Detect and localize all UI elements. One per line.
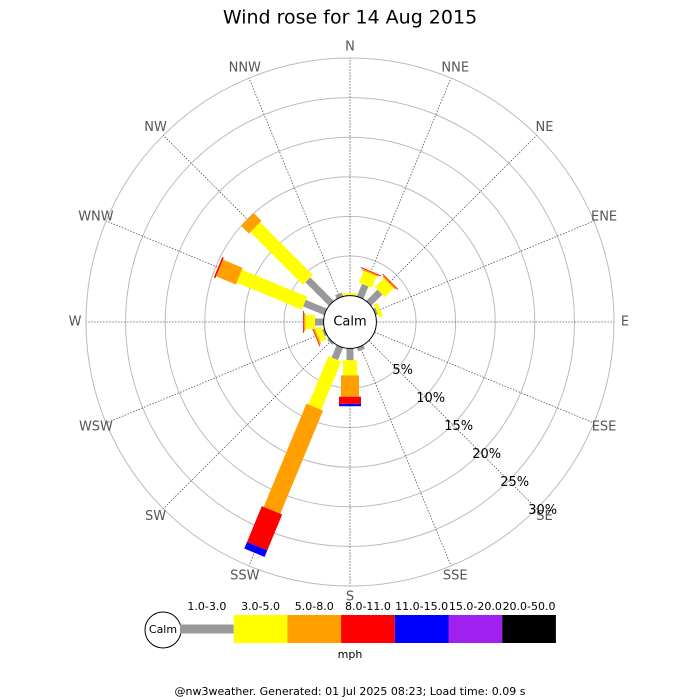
bar-segment — [361, 268, 380, 277]
r-tick-label: 5% — [392, 363, 413, 378]
bar-segment — [382, 273, 399, 290]
spoke — [359, 77, 452, 298]
bar-segment — [236, 269, 308, 310]
direction-label: N — [345, 40, 355, 55]
chart-title: Wind rose for 14 Aug 2015 — [223, 7, 477, 29]
legend-swatch — [448, 615, 503, 643]
bar-segment — [322, 328, 327, 337]
r-tick-label: 25% — [500, 475, 529, 490]
bar-segment — [366, 289, 383, 306]
r-tick-label: 20% — [472, 447, 501, 462]
bar-segment — [250, 222, 313, 285]
bar-segment — [356, 283, 369, 299]
legend-swatch — [233, 615, 288, 643]
calm-circle — [323, 295, 377, 349]
bar-segment — [213, 257, 224, 279]
spoke — [374, 220, 595, 313]
spoke — [248, 77, 341, 298]
legend-swatch — [394, 615, 449, 643]
bar-segment — [311, 325, 321, 347]
bar-segment — [339, 396, 361, 404]
direction-label: S — [346, 590, 354, 605]
legend-swatch — [287, 615, 342, 643]
bar-segment — [303, 311, 304, 333]
bar-segment — [305, 277, 334, 306]
direction-label: NNE — [441, 60, 469, 75]
direction-label: W — [69, 315, 82, 330]
legend-swatch — [502, 615, 556, 643]
ring — [164, 136, 536, 508]
legend-label: 1.0-3.0 — [187, 600, 226, 613]
bar-segment — [314, 326, 327, 342]
bar-segment — [356, 345, 365, 352]
legend-label: 11.0-15.0 — [395, 600, 448, 613]
direction-label: E — [621, 315, 629, 330]
r-tick-label: 30% — [528, 503, 557, 518]
spoke — [368, 340, 537, 509]
bar-segment — [335, 292, 344, 299]
spoke — [105, 331, 326, 424]
legend-label: 8.0-11.0 — [345, 600, 391, 613]
bar-segment — [382, 275, 397, 290]
bar-segment — [303, 313, 306, 331]
r-tick-label: 15% — [444, 419, 473, 434]
spoke — [163, 340, 332, 509]
ring — [204, 176, 496, 468]
spoke — [374, 331, 595, 424]
direction-label: WSW — [79, 420, 113, 435]
bar-segment — [343, 293, 357, 296]
direction-label: NNW — [229, 60, 261, 75]
calm-label: Calm — [333, 315, 366, 330]
bar-segment — [346, 348, 354, 361]
legend-label: 3.0-5.0 — [241, 600, 280, 613]
legend-calm-label: Calm — [149, 623, 177, 636]
bar-segment — [339, 403, 361, 407]
direction-label: ESE — [592, 420, 617, 435]
direction-label: WNW — [78, 209, 114, 224]
bar-segment — [373, 307, 378, 316]
bar-segment — [244, 541, 268, 557]
legend-label: 5.0-8.0 — [295, 600, 334, 613]
bar-segment — [216, 259, 243, 285]
legend-swatch — [180, 624, 234, 634]
bar-segment — [312, 327, 322, 345]
bar-segment — [331, 345, 344, 361]
direction-label: NE — [535, 120, 553, 135]
direction-label: SW — [145, 509, 166, 524]
legend-swatch — [341, 615, 395, 643]
bar-segment — [358, 270, 377, 288]
direction-label: ENE — [591, 209, 617, 224]
spoke — [368, 135, 537, 304]
bar-segment — [327, 338, 334, 345]
bar-segment — [373, 303, 383, 318]
units: mph — [338, 648, 363, 661]
bar-segment — [305, 315, 315, 329]
direction-label: SSE — [443, 569, 468, 584]
bar-segment — [308, 356, 342, 410]
r-tick-label: 10% — [416, 391, 445, 406]
bar-segment — [240, 212, 262, 234]
bar-segment — [246, 506, 283, 551]
bar-segment — [314, 318, 324, 326]
bar-segment — [343, 360, 357, 376]
bar-segment — [360, 267, 382, 277]
bar-segment — [341, 375, 359, 397]
bar-segment — [303, 299, 327, 316]
bar-segment — [263, 403, 324, 514]
spoke — [359, 346, 452, 567]
direction-label: SE — [536, 509, 552, 524]
direction-label: SSW — [230, 569, 260, 584]
legend-label: 20.0-50.0 — [503, 600, 556, 613]
direction-label: NW — [144, 120, 167, 135]
legend-label: 15.0-20.0 — [449, 600, 502, 613]
footer: @nw3weather. Generated: 01 Jul 2025 08:2… — [175, 685, 526, 698]
bar-segment — [374, 278, 394, 298]
